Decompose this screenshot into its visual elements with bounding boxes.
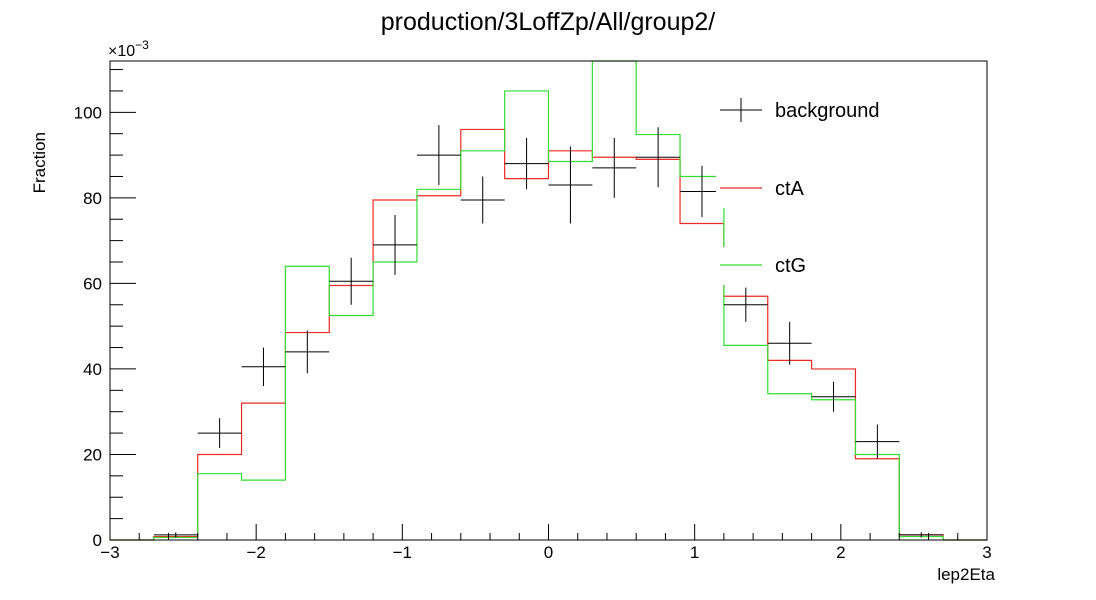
data-point — [504, 137, 549, 190]
y-tick-label: 80 — [83, 189, 102, 208]
y-multiplier-exponent: −3 — [135, 38, 149, 52]
data-point — [153, 532, 198, 538]
x-tick-label: 0 — [544, 543, 553, 562]
legend-label: ctG — [775, 255, 806, 277]
data-point — [329, 257, 374, 305]
data-point — [197, 418, 242, 449]
data-point — [460, 176, 505, 224]
axes: −3 −2 −1 0 1 2 3 0 20 40 60 80 100 — [74, 69, 992, 562]
series-ctG-line — [110, 60, 987, 541]
data-point — [373, 214, 417, 275]
legend-item-ctA: ctA — [716, 170, 906, 208]
legend: background ctA ctG — [716, 92, 906, 285]
x-tick-label: 2 — [836, 543, 845, 562]
x-tick-label: −1 — [393, 543, 412, 562]
plot-series — [110, 60, 987, 541]
data-point — [548, 146, 593, 224]
chart-title: production/3LoffZp/All/group2/ — [381, 8, 716, 36]
data-point — [723, 287, 768, 322]
y-tick-label: 40 — [83, 360, 102, 379]
y-tick-label: 0 — [93, 531, 102, 550]
series-ctA-line — [110, 128, 987, 541]
legend-entry-background — [716, 247, 906, 285]
x-tick-label: 3 — [982, 543, 991, 562]
legend-label: ctA — [775, 178, 805, 200]
y-multiplier-base: ×10 — [108, 43, 135, 60]
y-tick-label: 60 — [83, 274, 102, 293]
legend-label: background — [775, 100, 880, 122]
svg-text:×10−3: ×10−3 — [108, 38, 149, 60]
y-tick-label: 20 — [83, 445, 102, 464]
data-point — [636, 127, 681, 188]
legend-entry-background — [716, 92, 906, 130]
x-axis-label: lep2Eta — [937, 565, 995, 584]
x-tick-label: −3 — [100, 543, 119, 562]
data-point — [285, 330, 330, 374]
y-axis-label: Fraction — [30, 132, 49, 193]
legend-entry-background — [716, 170, 906, 208]
x-tick-label: 1 — [690, 543, 699, 562]
data-point — [855, 424, 900, 459]
data-point — [416, 125, 461, 186]
x-tick-label: −2 — [246, 543, 265, 562]
y-tick-label: 100 — [74, 103, 102, 122]
data-point — [811, 381, 856, 412]
data-point — [899, 532, 944, 538]
data-point — [767, 321, 812, 365]
data-point — [241, 347, 286, 387]
y-multiplier: ×10−3 — [108, 38, 149, 60]
legend-item-ctG: ctG — [716, 247, 906, 285]
series-background-points — [153, 125, 944, 538]
legend-item-background: background — [716, 92, 906, 130]
data-point — [592, 137, 637, 198]
